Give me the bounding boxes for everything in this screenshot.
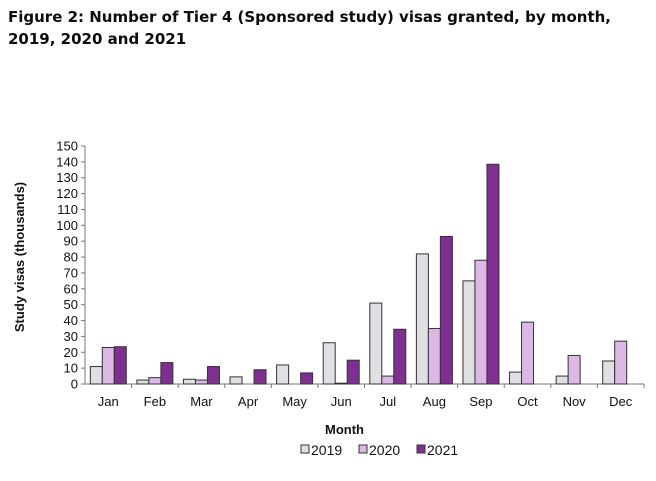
- y-tick-label: 50: [64, 297, 78, 312]
- bar-2020-Aug: [427, 327, 441, 385]
- y-tick-label: 20: [64, 345, 78, 360]
- bar-2019-Sep: [462, 280, 476, 385]
- x-tick-label: Dec: [609, 394, 633, 409]
- bar-2019-Aug: [415, 253, 429, 385]
- x-tick-label: Feb: [144, 394, 166, 409]
- x-tick-label: Sep: [469, 394, 492, 409]
- bar-2021-Apr: [253, 369, 267, 385]
- bar-2021-Jun: [346, 359, 360, 385]
- bar-2020-Mar: [194, 379, 208, 385]
- x-tick-label: Nov: [563, 394, 587, 409]
- y-tick-label: 10: [64, 361, 78, 376]
- bar-2020-Sep: [474, 259, 488, 385]
- bar-2021-Jan: [113, 346, 127, 385]
- bar-2019-Feb: [136, 379, 150, 385]
- bar-2020-Dec: [614, 340, 628, 385]
- y-tick-label: 60: [64, 281, 78, 296]
- x-tick-label: Aug: [423, 394, 446, 409]
- legend-label-2019: 2019: [311, 442, 342, 458]
- bar-2019-Jan: [89, 366, 103, 385]
- bar-2019-Oct: [509, 371, 523, 385]
- bar-2020-Jan: [101, 347, 115, 385]
- x-tick-label: Jul: [379, 394, 396, 409]
- bar-2019-Jun: [322, 342, 336, 385]
- bar-2021-Jul: [393, 328, 407, 385]
- legend-swatch-2019: [300, 444, 310, 454]
- y-tick-label: 30: [64, 329, 78, 344]
- y-tick-label: 100: [56, 218, 78, 233]
- chart-title: Figure 2: Number of Tier 4 (Sponsored st…: [8, 8, 611, 48]
- x-axis-label: Month: [325, 422, 364, 437]
- y-tick-label: 130: [56, 170, 78, 185]
- bar-2021-Aug: [439, 235, 453, 385]
- y-tick-label: 150: [56, 139, 78, 154]
- x-tick-label: Mar: [190, 394, 213, 409]
- bar-2021-May: [300, 372, 314, 385]
- bar-2020-Oct: [521, 321, 535, 385]
- y-tick-label: 120: [56, 186, 78, 201]
- y-tick-label: 90: [64, 234, 78, 249]
- y-tick-label: 40: [64, 313, 78, 328]
- x-tick-label: Jan: [98, 394, 119, 409]
- bar-2019-May: [276, 364, 290, 385]
- x-tick-label: Apr: [238, 394, 259, 409]
- y-tick-label: 110: [57, 202, 78, 217]
- bar-2020-Jun: [334, 382, 348, 385]
- bar-2020-Jul: [381, 375, 395, 385]
- bar-2019-Nov: [555, 375, 569, 385]
- x-tick-label: May: [282, 394, 307, 409]
- legend-label-2021: 2021: [427, 442, 458, 458]
- legend-swatch-2021: [416, 444, 426, 454]
- bar-2019-Mar: [182, 378, 196, 385]
- bar-2021-Sep: [486, 163, 500, 385]
- y-axis-label: Study visas (thousands): [12, 182, 27, 332]
- y-tick-label: 70: [64, 265, 78, 280]
- bar-2020-Feb: [148, 377, 162, 385]
- x-tick-label: Oct: [517, 394, 538, 409]
- legend-swatch-2020: [358, 444, 368, 454]
- bar-2019-Dec: [602, 360, 616, 385]
- y-tick-label: 140: [56, 154, 78, 169]
- bar-2021-Mar: [206, 366, 220, 385]
- bar-2021-Feb: [160, 362, 174, 385]
- x-tick-label: Jun: [331, 394, 352, 409]
- y-tick-label: 0: [71, 377, 78, 392]
- y-tick-label: 80: [64, 250, 78, 265]
- legend-label-2020: 2020: [369, 442, 400, 458]
- bar-2019-Apr: [229, 376, 243, 385]
- bar-2020-Nov: [567, 354, 581, 385]
- bar-2019-Jul: [369, 302, 383, 385]
